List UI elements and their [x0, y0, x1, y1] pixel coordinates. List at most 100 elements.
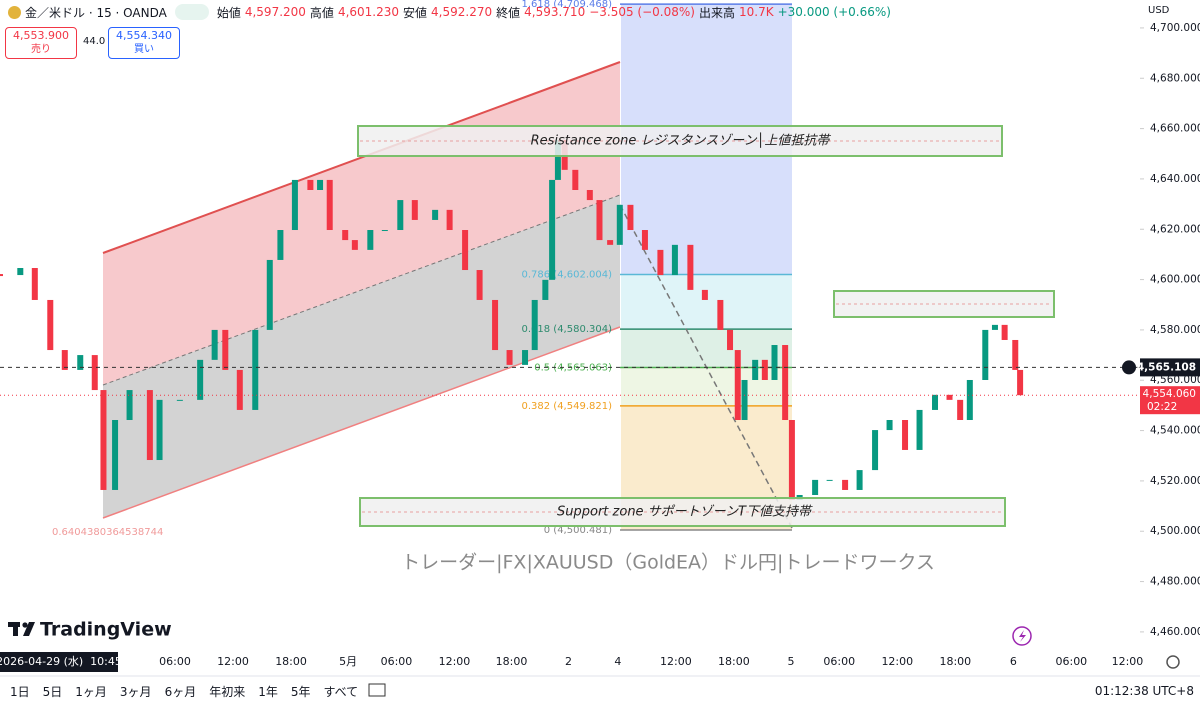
candle — [701, 289, 708, 300]
y-tick-label: 4,560.000 — [1150, 374, 1200, 386]
alert-glyph — [1019, 630, 1026, 642]
candle — [211, 329, 218, 360]
candle — [266, 259, 273, 330]
watermark: トレーダー|FX|XAUUSD（GoldEA）ドル円|トレードワークス — [401, 552, 935, 574]
candle — [1001, 324, 1008, 340]
range-button[interactable]: 5日 — [42, 685, 63, 699]
range-button[interactable]: 1年 — [258, 685, 278, 699]
crosshair-price: 4,565.108 — [1137, 361, 1196, 373]
candle — [432, 209, 439, 220]
x-tick-label: 06:00 — [381, 655, 413, 668]
symbol-icon — [8, 5, 21, 19]
settings-icon[interactable] — [1166, 655, 1180, 669]
candle — [1012, 339, 1019, 370]
x-tick-label: 12:00 — [439, 655, 471, 668]
x-tick-label: 18:00 — [718, 655, 750, 668]
resistance-label: Resistance zone レジスタンスゾーン│上値抵抗帯 — [531, 132, 832, 149]
candle — [886, 420, 893, 431]
range-button[interactable]: 1日 — [10, 685, 30, 699]
candle — [277, 230, 284, 260]
candle — [100, 390, 107, 490]
channel-mid — [102, 194, 621, 386]
candle — [607, 240, 614, 245]
volume-label: 出来高 — [698, 5, 735, 20]
range-button[interactable]: 1ヶ月 — [75, 685, 107, 699]
x-tick-label: 5月 — [339, 655, 357, 668]
fib-label: 1.618 (4,709.468) — [521, 0, 612, 10]
x-tick-label: 12:00 — [217, 655, 249, 668]
range-button[interactable]: 年初来 — [209, 685, 246, 699]
candle — [126, 390, 133, 421]
candle — [812, 479, 819, 495]
candle — [671, 244, 678, 276]
candles — [0, 139, 1024, 501]
range-bar: 1日 5日 1ヶ月 3ヶ月 6ヶ月 年初来 1年 5年 すべて — [10, 683, 358, 700]
range-button[interactable]: 5年 — [290, 685, 311, 699]
candle — [367, 230, 374, 250]
fib-label: 0.618 (4,580.304) — [521, 324, 612, 335]
alert-icon[interactable] — [1012, 626, 1032, 646]
crosshair-price-box — [1140, 358, 1200, 377]
candle — [554, 139, 561, 180]
candle — [351, 240, 358, 250]
candle — [342, 230, 349, 241]
x-tick-label: 5 — [787, 655, 794, 668]
candle — [752, 359, 759, 380]
candle — [291, 179, 298, 231]
last-price: 4,554.060 — [1143, 388, 1196, 400]
crosshair-time-box — [0, 652, 118, 672]
candle — [326, 179, 333, 231]
candle — [77, 355, 84, 370]
buy-price: 4,554.340 — [116, 29, 172, 42]
candle — [788, 420, 795, 501]
candle — [782, 345, 789, 421]
y-tick-label: 4,520.000 — [1150, 475, 1200, 487]
candle — [596, 200, 603, 241]
candle — [531, 299, 538, 351]
candle — [17, 268, 24, 276]
candle — [586, 189, 593, 201]
candle — [252, 329, 259, 410]
candle — [1017, 369, 1024, 396]
candle — [842, 479, 849, 490]
candle — [616, 204, 623, 245]
range-button[interactable]: すべて — [323, 685, 359, 699]
candle — [734, 350, 741, 421]
countdown: 02:22 — [1147, 401, 1177, 413]
candle — [176, 399, 183, 401]
candle — [627, 204, 634, 231]
candle — [146, 390, 153, 461]
logo: TradingView — [8, 619, 172, 641]
range-button[interactable]: 6ヶ月 — [164, 685, 197, 699]
x-tick-label: 18:00 — [496, 655, 528, 668]
fib-band — [620, 274, 792, 330]
x-tick-label: 4 — [614, 655, 621, 668]
date-range-icon[interactable] — [368, 683, 386, 697]
candle — [47, 299, 54, 351]
y-tick-label: 4,600.000 — [1150, 274, 1200, 286]
x-tick-label: 2 — [565, 655, 572, 668]
fib-label: 0 (4,500.481) — [544, 525, 612, 536]
y-tick-label: 4,540.000 — [1150, 425, 1200, 437]
candle — [991, 324, 998, 330]
ohlc-high: 4,601.230 — [337, 5, 400, 19]
x-tick-label: 12:00 — [1112, 655, 1144, 668]
fib-label: 0.382 (4,549.821) — [521, 401, 612, 412]
x-tick-label: 6 — [1010, 655, 1017, 668]
sell-price: 4,553.900 — [13, 29, 69, 42]
crosshair-add — [1122, 360, 1136, 375]
change: −3.505 (−0.08%) — [589, 5, 695, 19]
x-tick-label: 06:00 — [1055, 655, 1087, 668]
range-button[interactable]: 3ヶ月 — [119, 685, 152, 699]
sell-button[interactable]: 4,553.900 売り — [5, 27, 77, 59]
currency: USD — [1148, 5, 1170, 16]
fib-label: 0.786 (4,602.004) — [521, 270, 612, 281]
x-tick-label: 06:00 — [159, 655, 191, 668]
symbol[interactable]: 金／米ドル · 15 · OANDA — [25, 5, 167, 20]
buy-button[interactable]: 4,554.340 買い — [108, 27, 180, 59]
candle — [307, 179, 314, 190]
y-tick-label: 4,620.000 — [1150, 223, 1200, 235]
y-tick-label: 4,500.000 — [1150, 525, 1200, 537]
